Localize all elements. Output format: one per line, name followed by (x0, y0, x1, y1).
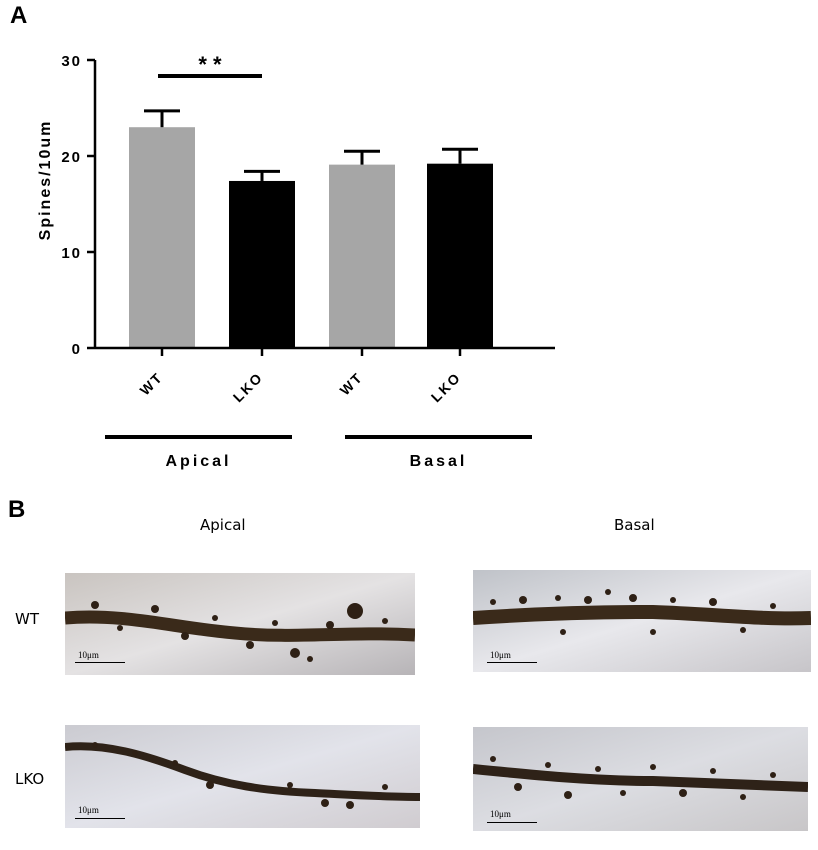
group-label: Basal (410, 453, 468, 470)
scale-bar (487, 822, 537, 823)
micrograph-basal-wt: 10μm (473, 570, 811, 672)
x-tick-label: WT (137, 369, 167, 399)
micrograph-basal-lko: 10μm (473, 727, 808, 831)
y-tick-label: 20 (61, 149, 82, 166)
row-label-wt: WT (15, 610, 39, 628)
scale-bar-label: 10μm (490, 809, 511, 819)
x-axis: WT LKO WT LKO (95, 346, 555, 405)
y-tick-label: 10 (61, 245, 82, 262)
x-tick-label: LKO (230, 369, 266, 405)
scale-bar-label: 10μm (78, 650, 99, 660)
bar (229, 180, 295, 348)
panel-b-letter: B (8, 496, 26, 523)
scale-bar (487, 662, 537, 663)
y-axis-label: Spines/10um (37, 120, 54, 241)
column-title-basal: Basal (614, 516, 655, 534)
column-title-apical: Apical (200, 516, 246, 534)
micrograph-apical-wt: 10μm (65, 573, 415, 675)
scale-bar-label: 10μm (78, 805, 99, 815)
bars (129, 127, 493, 348)
bar (329, 164, 395, 348)
bar (427, 163, 493, 348)
panel-a-letter: A (10, 2, 28, 29)
scale-bar-label: 10μm (490, 650, 511, 660)
x-tick-label: LKO (428, 369, 464, 405)
bar (129, 127, 195, 348)
y-tick-label: 30 (61, 53, 82, 70)
micrograph-apical-lko: 10μm (65, 725, 420, 828)
error-bars (144, 109, 478, 181)
scale-bar (75, 662, 125, 663)
x-tick-label: WT (337, 369, 367, 399)
group-brackets: Apical Basal (105, 435, 532, 470)
y-axis: 0 10 20 30 (61, 53, 97, 358)
significance-stars: * * (198, 52, 222, 77)
scale-bar (75, 818, 125, 819)
significance-annotation: * * (158, 52, 262, 78)
y-tick-label: 0 (72, 341, 82, 358)
group-label: Apical (165, 453, 231, 470)
bar-chart: 0 10 20 30 WT LKO WT LKO Apical Basal * * Spine… (37, 52, 555, 470)
row-label-lko: LKO (15, 770, 45, 788)
